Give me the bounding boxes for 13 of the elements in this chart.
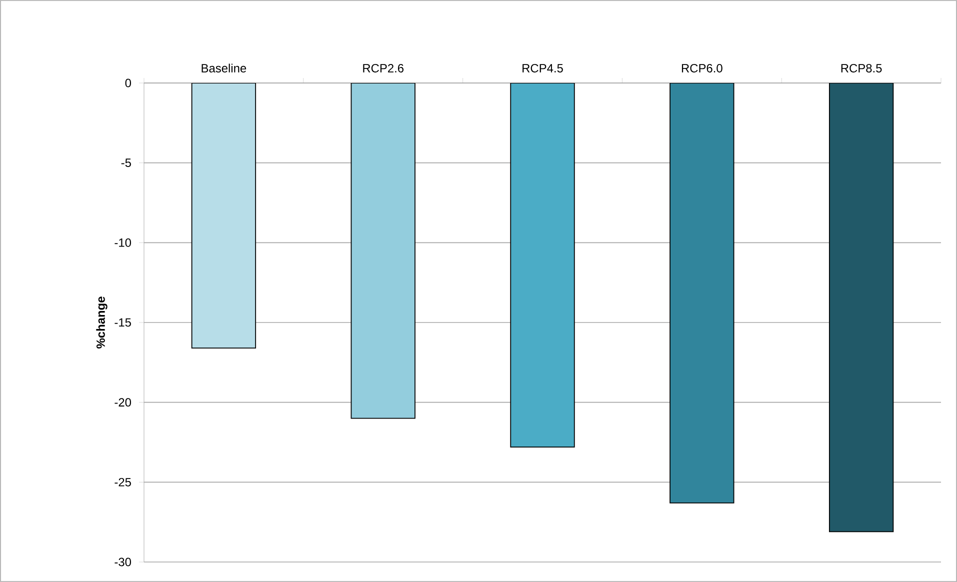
x-tick-label: RCP6.0 — [682, 64, 722, 72]
y-tick-label: -5 — [121, 158, 131, 167]
x-tick-label: Baseline — [202, 64, 246, 72]
x-tick-label: RCP2.6 — [363, 64, 404, 72]
y-tick-label: -10 — [114, 238, 132, 247]
y-axis-title: %change — [96, 296, 108, 348]
y-tick-label: -25 — [114, 478, 131, 486]
y-tick-label: -30 — [114, 558, 132, 566]
y-tick-label: -15 — [114, 318, 131, 327]
x-tick-label: RCP4.5 — [522, 64, 563, 72]
y-tick-label: 0 — [125, 78, 132, 88]
y-tick-label: -20 — [114, 398, 132, 407]
x-tick-label: RCP8.5 — [841, 64, 882, 72]
